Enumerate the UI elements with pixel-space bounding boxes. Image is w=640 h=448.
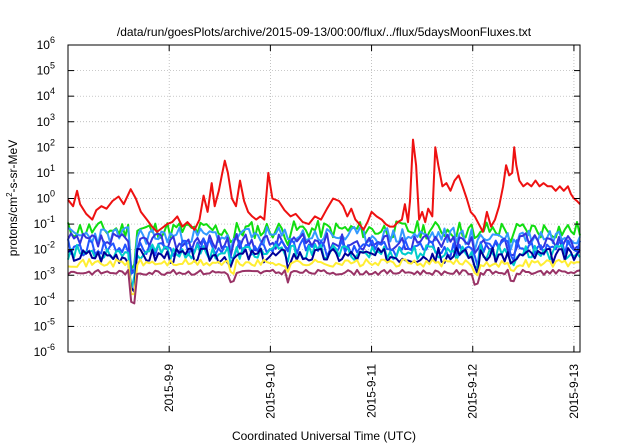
x-tick-label: 2015-9-12 [466, 364, 480, 419]
x-tick-label: 2015-9-9 [162, 364, 176, 412]
y-tick-label: 10-6 [34, 342, 55, 359]
x-tick-label: 2015-9-11 [365, 364, 379, 418]
y-tick-label: 10-4 [34, 291, 55, 308]
y-tick-label: 104 [37, 86, 55, 103]
series-line [67, 258, 581, 296]
y-tick-label: 103 [37, 112, 55, 129]
y-tick-label: 10-3 [34, 265, 55, 282]
series-group [67, 138, 581, 305]
series-line [67, 225, 581, 271]
y-tick-label: 10-1 [34, 214, 55, 231]
y-tick-label: 10-5 [34, 316, 55, 333]
y-tick-label: 100 [37, 189, 55, 206]
x-tick-label: 2015-9-13 [567, 364, 581, 419]
y-tick-label: 101 [37, 163, 55, 180]
y-tick-label: 102 [37, 137, 55, 154]
x-axis-ticks: 2015-9-9 2015-9-10 2015-9-11 2015-9-12 2015-… [162, 45, 581, 419]
series-line [67, 138, 581, 233]
y-axis-ticks: 10-6 10-5 10-4 10-3 10-2 10-1 100 101 102 103 104 1… [34, 35, 580, 359]
x-axis-label: Coordinated Universal Time (UTC) [232, 429, 416, 443]
y-axis-label: protons/cm2-s-sr-MeV [5, 140, 20, 256]
grid [68, 45, 580, 352]
y-tick-label: 106 [37, 35, 55, 52]
x-tick-label: 2015-9-10 [263, 364, 277, 419]
chart-title: /data/run/goesPlots/archive/2015-09-13/0… [117, 25, 532, 39]
y-tick-label: 105 [37, 61, 55, 78]
series-line [67, 268, 581, 305]
y-tick-label: 10-2 [34, 240, 55, 257]
series-line [67, 246, 581, 293]
